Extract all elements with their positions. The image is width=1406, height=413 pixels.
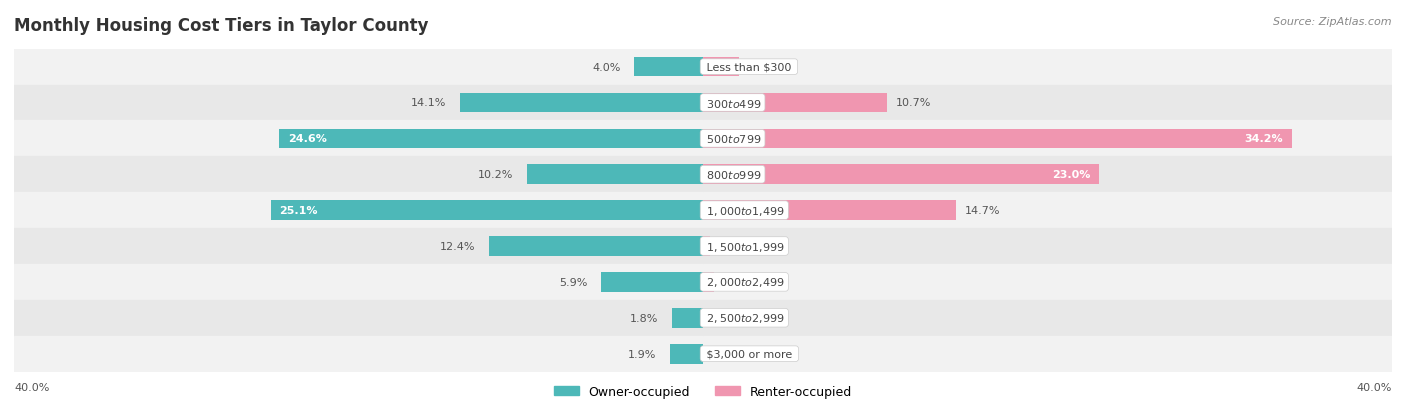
Text: 24.6%: 24.6% xyxy=(288,134,326,144)
Bar xyxy=(602,273,703,292)
Text: Source: ZipAtlas.com: Source: ZipAtlas.com xyxy=(1274,17,1392,26)
Text: $2,000 to $2,499: $2,000 to $2,499 xyxy=(703,276,786,289)
Text: $300 to $499: $300 to $499 xyxy=(703,97,762,109)
Bar xyxy=(14,300,703,336)
Bar xyxy=(280,129,703,149)
Text: 23.0%: 23.0% xyxy=(1052,170,1091,180)
Text: 0.39%: 0.39% xyxy=(718,242,754,252)
Text: 40.0%: 40.0% xyxy=(1357,382,1392,392)
Text: 14.7%: 14.7% xyxy=(965,206,1000,216)
Legend: Owner-occupied, Renter-occupied: Owner-occupied, Renter-occupied xyxy=(548,380,858,403)
Bar xyxy=(460,93,703,113)
Bar xyxy=(703,165,1099,185)
Text: $1,500 to $1,999: $1,500 to $1,999 xyxy=(703,240,786,253)
Text: $500 to $799: $500 to $799 xyxy=(703,133,762,145)
Bar xyxy=(703,201,956,221)
Text: 14.1%: 14.1% xyxy=(411,98,446,108)
Text: 12.4%: 12.4% xyxy=(440,242,475,252)
Text: 10.2%: 10.2% xyxy=(478,170,513,180)
Bar xyxy=(14,50,703,85)
Bar xyxy=(703,121,1392,157)
Bar xyxy=(672,308,703,328)
Text: 0.0%: 0.0% xyxy=(711,349,740,359)
Bar xyxy=(14,157,703,193)
Text: 2.1%: 2.1% xyxy=(748,62,776,72)
Text: 10.7%: 10.7% xyxy=(896,98,931,108)
Text: 5.9%: 5.9% xyxy=(560,277,588,287)
Bar xyxy=(703,237,710,256)
Bar xyxy=(703,93,887,113)
Text: $2,500 to $2,999: $2,500 to $2,999 xyxy=(703,311,786,325)
Bar xyxy=(489,237,703,256)
Text: 1.9%: 1.9% xyxy=(628,349,657,359)
Bar xyxy=(14,228,703,264)
Text: 40.0%: 40.0% xyxy=(14,382,49,392)
Text: 0.0%: 0.0% xyxy=(711,313,740,323)
Bar xyxy=(671,344,703,364)
Bar xyxy=(527,165,703,185)
Bar xyxy=(703,50,1392,85)
Text: 0.65%: 0.65% xyxy=(723,277,758,287)
Text: $1,000 to $1,499: $1,000 to $1,499 xyxy=(703,204,786,217)
Bar xyxy=(703,228,1392,264)
Bar xyxy=(634,57,703,77)
Text: 34.2%: 34.2% xyxy=(1244,134,1284,144)
Bar xyxy=(14,121,703,157)
Text: 4.0%: 4.0% xyxy=(592,62,620,72)
Text: Monthly Housing Cost Tiers in Taylor County: Monthly Housing Cost Tiers in Taylor Cou… xyxy=(14,17,429,34)
Bar xyxy=(703,300,1392,336)
Bar xyxy=(703,264,1392,300)
Bar xyxy=(703,85,1392,121)
Bar xyxy=(703,193,1392,228)
Bar xyxy=(14,264,703,300)
Bar xyxy=(703,129,1292,149)
Bar xyxy=(703,157,1392,193)
Bar xyxy=(271,201,703,221)
Text: 25.1%: 25.1% xyxy=(280,206,318,216)
Bar xyxy=(14,85,703,121)
Text: $800 to $999: $800 to $999 xyxy=(703,169,762,181)
Bar xyxy=(14,336,703,372)
Text: Less than $300: Less than $300 xyxy=(703,62,794,72)
Text: $3,000 or more: $3,000 or more xyxy=(703,349,796,359)
Bar xyxy=(14,193,703,228)
Bar xyxy=(703,336,1392,372)
Bar xyxy=(703,57,740,77)
Text: 1.8%: 1.8% xyxy=(630,313,658,323)
Bar xyxy=(703,273,714,292)
